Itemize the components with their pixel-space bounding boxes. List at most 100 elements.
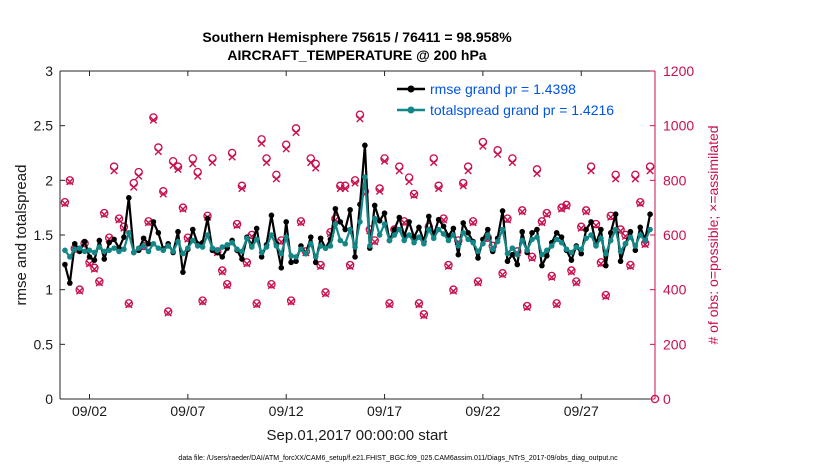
rmse-point [475,255,481,261]
totalspread-point [288,252,294,259]
totalspread-point [253,236,260,243]
obs-possible-point [517,206,527,215]
totalspread-point [445,237,452,244]
rmse-point [499,208,506,214]
obs-possible-point [252,299,261,308]
obs-possible-point [473,277,483,286]
totalspread-point [568,249,575,256]
totalspread-point [416,234,422,240]
totalspread-point [617,248,624,255]
rmse-point [111,236,117,243]
rmse-point [180,269,186,275]
obs-assimilated-point [646,167,654,175]
obs-assimilated-stroke-b [154,147,163,156]
totalspread-point [312,254,319,260]
y-right-tick-label: 1200 [663,63,694,79]
rmse-point [362,142,368,149]
obs-assimilated-stroke-b [371,238,379,246]
y-left-tick-label: 3 [45,63,53,79]
obs-possible-point [65,176,75,185]
obs-assimilated-stroke-b [100,210,108,219]
obs-assimilated-point [292,128,300,137]
obs-assimilated-stroke-b [646,167,654,175]
obs-assimilated-point [543,210,551,219]
totalspread-point [180,250,186,257]
obs-assimilated-stroke-b [636,199,644,208]
obs-assimilated-stroke-b [493,150,502,159]
totalspread-point [239,248,245,255]
rmse-point [126,195,132,201]
obs-assimilated-point [449,287,458,295]
obs-assimilated-point [321,290,330,298]
obs-possible-point [444,260,453,270]
obs-assimilated-point [602,292,610,301]
totalspread-point [185,245,191,251]
obs-assimilated-stroke-b [66,178,74,186]
legend-rmse-label: rmse grand pr = 1.4398 [430,81,576,97]
obs-assimilated-stroke-b [597,260,605,268]
x-axis-label: Sep.01,2017 00:00:00 start [267,427,449,444]
totalspread-point [126,230,132,236]
obs-assimilated-stroke-b [61,199,69,208]
totalspread-point [465,236,471,243]
obs-assimilated-stroke-b [351,179,359,187]
obs-possible-point [542,208,552,218]
obs-assimilated-stroke-b [208,158,217,167]
totalspread-point [563,246,570,253]
obs-assimilated-stroke-b [395,167,403,175]
obs-assimilated-stroke-b [292,128,300,137]
totalspread-point [647,226,653,233]
obs-assimilated-point [149,116,158,124]
obs-assimilated-stroke-b [420,311,428,320]
rmse-point [189,226,196,233]
rmse-point [627,228,634,235]
rmse-point [637,224,644,231]
totalspread-point [386,237,393,244]
obs-assimilated-stroke-b [321,290,330,298]
chart-title-line2: AIRCRAFT_TEMPERATURE @ 200 hPa [227,47,486,63]
chart-title-line1: Southern Hemisphere 75615 / 76411 = 98.9… [202,29,512,45]
rmse-point [347,207,353,213]
obs-assimilated-point [587,167,595,175]
obs-assimilated-stroke-b [538,219,546,227]
obs-assimilated-stroke-b [179,205,187,213]
obs-assimilated-stroke-b [115,216,123,224]
totalspread-point [504,250,511,257]
obs-assimilated-point [375,187,384,195]
totalspread-point [435,226,442,233]
y-left-tick-label: 2.5 [34,118,54,134]
y-axis-right-label: # of obs: o=possible; ×=assimilated [705,125,721,344]
totalspread-point [199,244,206,250]
obs-assimilated-stroke-b [356,115,364,123]
totalspread-point [337,237,344,244]
rmse-point [352,254,358,260]
totalspread-point [332,221,339,227]
rmse-point [239,256,245,262]
obs-assimilated-stroke-b [228,153,236,161]
obs-assimilated-point [572,279,581,287]
obs-assimilated-stroke-b [174,165,182,174]
obs-assimilated-point [415,301,423,309]
obs-assimilated-stroke-b [434,184,443,193]
obs-possible-point [635,197,645,207]
obs-possible-point [124,299,134,308]
totalspread-point [155,245,162,251]
totalspread-point [519,237,526,244]
totalspread-point [111,245,117,251]
totalspread-point [209,245,216,251]
obs-possible-point [527,252,537,262]
obs-possible-point [345,260,355,270]
obs-assimilated-point [66,178,74,186]
obs-possible-point [572,277,581,286]
obs-possible-point [188,154,198,163]
obs-possible-point [537,217,547,226]
rmse-point [381,210,388,216]
totalspread-point [642,237,648,244]
obs-assimilated-point [189,160,197,168]
legend: rmse grand pr = 1.4398 totalspread grand… [392,79,654,121]
rmse-point [632,247,639,254]
totalspread-point [342,240,349,247]
obs-assimilated-point [592,221,600,230]
rmse-point [140,235,147,242]
y-left-tick-label: 1.5 [34,227,54,243]
